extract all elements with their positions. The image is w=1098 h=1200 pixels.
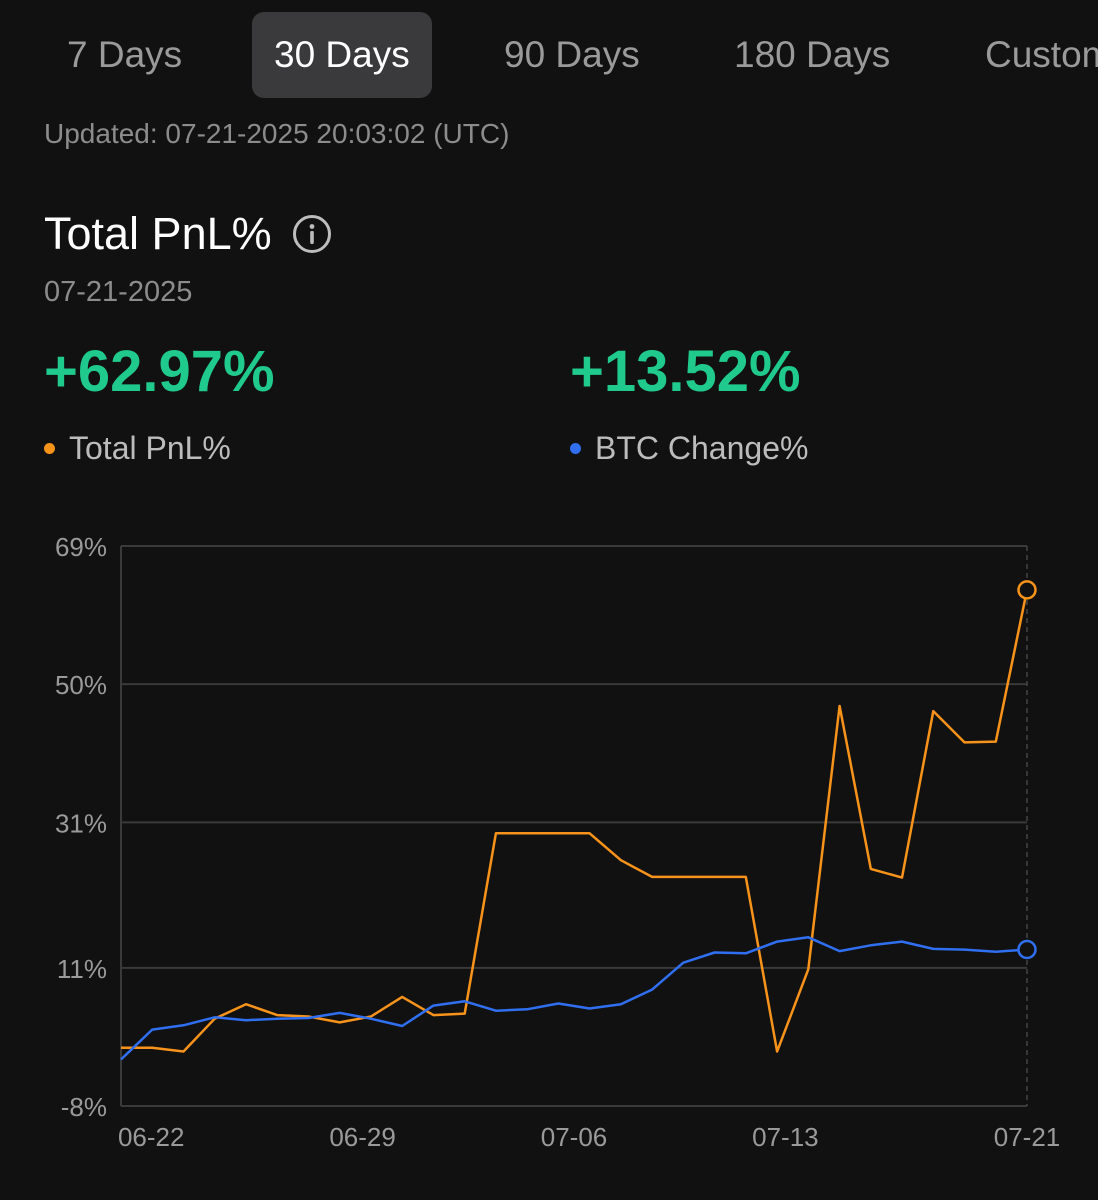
pnl-value: +62.97% [44,339,275,404]
selected-date: 07-21-2025 [44,276,193,308]
legend-pnl-label: Total PnL% [69,430,231,466]
btc-value: +13.52% [570,339,801,404]
legend-btc-label: BTC Change% [595,430,809,466]
legend-btc-dot [570,443,581,454]
x-tick-label: 07-21 [994,1122,1061,1152]
info-icon[interactable] [292,214,332,254]
x-tick-label: 06-29 [329,1122,396,1152]
title-row: Total PnL% [44,204,332,264]
y-tick-label: 11% [57,954,107,984]
updated-timestamp: Updated: 07-21-2025 20:03:02 (UTC) [44,118,510,149]
legend-pnl-dot [44,443,55,454]
period-tabs: 7 Days 30 Days 90 Days 180 Days Custom [0,12,1098,98]
y-tick-label: -8% [61,1092,107,1122]
tab-180-days[interactable]: 180 Days [734,34,891,75]
legend-btc: BTC Change% [570,430,808,467]
tab-90-days[interactable]: 90 Days [504,34,640,75]
y-tick-label: 50% [55,670,107,700]
x-tick-label: 07-06 [541,1122,608,1152]
btc-line-end-marker [1017,939,1037,960]
x-tick-label: 07-13 [752,1122,819,1152]
pnl-chart[interactable]: 69% 50% 31% 11% -8% 06-22 06-29 07-06 07-13 07-21 [0,520,1098,1160]
legend-pnl: Total PnL% [44,430,231,467]
page-title: Total PnL% [44,208,272,259]
pnl-line [121,589,1029,1053]
tab-30-days[interactable]: 30 Days [252,12,432,98]
y-tick-label: 69% [55,532,107,562]
tab-7-days[interactable]: 7 Days [67,34,183,75]
chart-svg[interactable]: 69% 50% 31% 11% -8% 06-22 06-29 07-06 07-13 07-21 [0,520,1098,1160]
btc-line [120,936,1028,1061]
tab-custom[interactable]: Custom [985,34,1098,75]
x-tick-label: 06-22 [118,1122,185,1152]
y-tick-label: 31% [55,808,107,838]
pnl-line-end-marker [1017,580,1037,600]
